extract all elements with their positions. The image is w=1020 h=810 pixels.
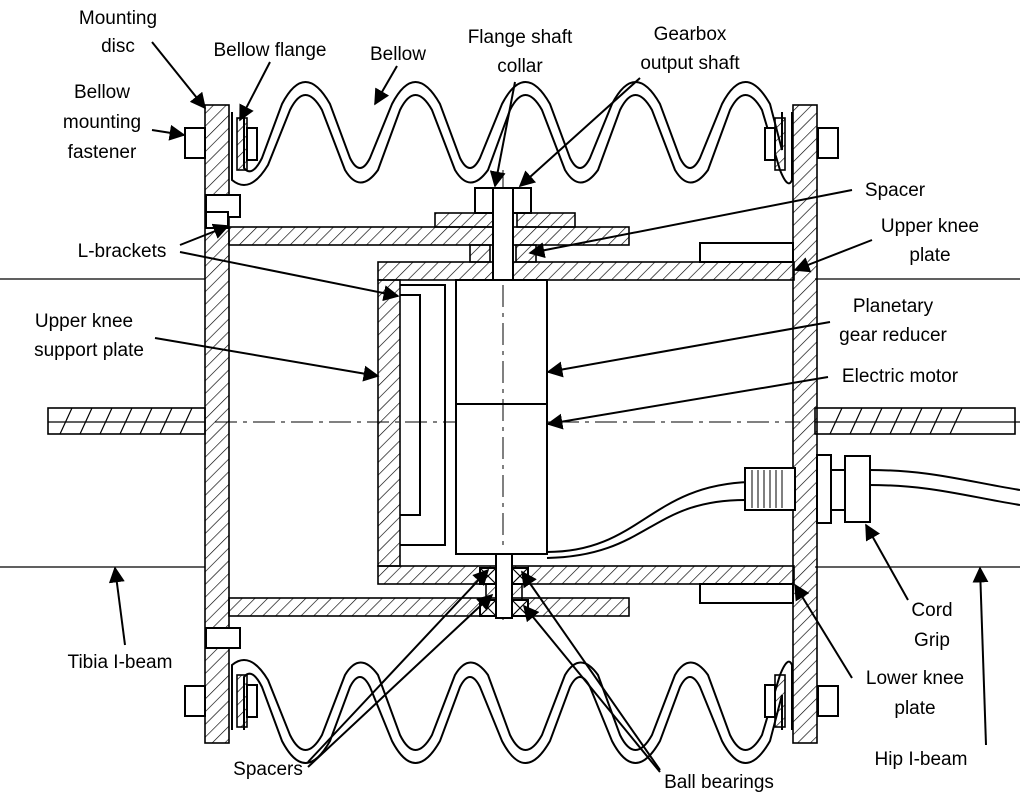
label-electric-motor: Electric motor — [842, 366, 959, 387]
label-upper-knee-support-plate: Upper knee support plate — [34, 311, 144, 361]
label-ball-bearings: Ball bearings — [664, 772, 774, 793]
spacers-bottom — [485, 553, 523, 619]
svg-text:plate: plate — [909, 245, 950, 266]
centerlines — [215, 170, 800, 620]
svg-text:plate: plate — [894, 698, 935, 719]
label-cord-grip: Cord Grip — [911, 600, 952, 651]
svg-text:Flange shaft: Flange shaft — [468, 27, 573, 48]
label-l-brackets: L-brackets — [78, 241, 167, 262]
label-spacers: Spacers — [233, 759, 303, 780]
svg-text:collar: collar — [497, 56, 543, 77]
lower-bracket-plate — [205, 597, 630, 649]
electric-motor — [455, 285, 548, 555]
svg-text:Mounting: Mounting — [79, 8, 157, 29]
svg-text:Lower knee: Lower knee — [866, 668, 964, 689]
label-bellow-flange: Bellow flange — [213, 40, 326, 61]
bellow-top — [231, 81, 793, 186]
svg-text:Upper knee: Upper knee — [881, 216, 979, 237]
svg-text:fastener: fastener — [68, 142, 137, 163]
label-spacer: Spacer — [865, 180, 926, 201]
bellow-flanges — [236, 117, 786, 728]
cord — [546, 469, 1020, 559]
hip-i-beam — [814, 278, 1020, 568]
svg-text:output shaft: output shaft — [640, 53, 740, 74]
svg-text:mounting: mounting — [63, 112, 141, 133]
mounting-disc-right — [792, 104, 818, 744]
svg-text:support plate: support plate — [34, 340, 144, 361]
leader-lines — [108, 41, 989, 773]
upper-knee-support-plate — [377, 279, 446, 567]
label-flange-shaft-collar: Flange shaft collar — [468, 27, 573, 77]
label-upper-knee-plate: Upper knee plate — [881, 216, 979, 266]
svg-text:Grip: Grip — [914, 630, 950, 651]
label-hip-i-beam: Hip I-beam — [875, 749, 968, 770]
svg-text:Bellow: Bellow — [74, 82, 130, 103]
label-tibia-i-beam: Tibia I-beam — [68, 652, 173, 673]
svg-text:gear reducer: gear reducer — [839, 325, 947, 346]
upper-bracket-plate — [205, 194, 630, 246]
svg-text:Gearbox: Gearbox — [654, 24, 727, 45]
label-mounting-disc: Mounting disc — [79, 8, 157, 57]
svg-text:Planetary: Planetary — [853, 296, 934, 317]
svg-text:Upper knee: Upper knee — [35, 311, 133, 332]
planetary-gear-reducer — [455, 279, 548, 405]
upper-knee-plate — [377, 242, 795, 281]
gearbox-output-shaft — [492, 187, 514, 281]
label-bellow-mounting-fastener: Bellow mounting fastener — [63, 82, 141, 163]
label-bellow: Bellow — [370, 44, 426, 65]
label-lower-knee-plate: Lower knee plate — [866, 668, 964, 719]
bellow-bottom — [231, 659, 793, 764]
label-planetary-gear-reducer: Planetary gear reducer — [839, 296, 947, 346]
cord-grip — [744, 454, 871, 524]
label-gearbox-output-shaft: Gearbox output shaft — [640, 24, 740, 74]
bellow-mounting-fasteners — [184, 127, 839, 717]
svg-text:disc: disc — [101, 36, 135, 57]
svg-text:Cord: Cord — [911, 600, 952, 621]
